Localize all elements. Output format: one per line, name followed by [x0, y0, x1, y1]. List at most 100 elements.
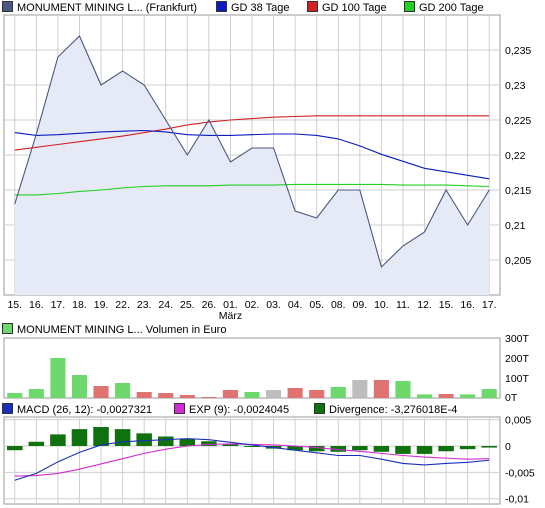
x-tick-label: 08.: [331, 299, 346, 311]
legend-swatch: [404, 1, 415, 12]
y-tick-label: 0,22: [505, 150, 526, 162]
x-tick-label: 02.: [245, 299, 260, 311]
x-tick-label: 23.: [137, 299, 152, 311]
legend-item: MONUMENT MINING L... Volumen in Euro: [2, 323, 226, 337]
x-tick-label: 26.: [202, 299, 217, 311]
volume-bar: [222, 390, 238, 398]
macd-line: [14, 438, 490, 481]
y-tick-label: 0,23: [505, 80, 526, 92]
price-legend: MONUMENT MINING L... (Frankfurt) GD 38 Ta…: [2, 1, 542, 15]
volume-bar: [460, 394, 476, 398]
y-tick-label: 0: [505, 441, 511, 453]
legend-label: MACD (26, 12): -0,0027321: [17, 404, 153, 416]
y-tick-label: 100T: [505, 373, 530, 385]
legend-swatch: [307, 1, 318, 12]
macd-legend: MACD (26, 12): -0,0027321 EXP (9): -0,002…: [2, 403, 542, 417]
x-tick-label: 25.: [180, 299, 195, 311]
volume-bar: [395, 381, 411, 398]
gd200-line: [14, 183, 490, 196]
y-tick-label: 0,235: [505, 45, 531, 57]
x-tick-label: 05.: [309, 299, 324, 311]
y-tick-label: 0,005: [505, 415, 531, 427]
legend-item: Divergence: -3,276018E-4: [314, 403, 457, 417]
y-tick-label: -0,005: [505, 467, 535, 479]
x-tick-label: 10.: [374, 299, 389, 311]
x-tick-label: 15.: [7, 299, 22, 311]
macd-chart: -0,01 -0,005 0 0,005: [3, 415, 535, 506]
divergence-bar: [308, 446, 325, 452]
x-tick-label: 17.: [482, 299, 497, 311]
divergence-bar: [459, 446, 476, 450]
volume-bar: [309, 390, 325, 398]
volume-bar: [7, 393, 23, 398]
volume-bar: [28, 389, 44, 398]
x-tick-label: 09.: [353, 299, 368, 311]
y-tick-label: 200T: [505, 353, 530, 365]
legend-label: MONUMENT MINING L... Volumen in Euro: [17, 324, 227, 336]
x-tick-label: 16.: [29, 299, 44, 311]
legend-swatch: [2, 1, 13, 12]
x-tick-label: 18.: [72, 299, 87, 311]
x-tick-label: 11.: [396, 299, 410, 311]
divergence-bar: [179, 438, 196, 446]
volume-bar: [287, 388, 303, 398]
divergence-bar: [395, 446, 411, 454]
divergence-bar: [352, 446, 368, 451]
legend-swatch: [174, 403, 185, 414]
divergence-bar: [50, 434, 66, 446]
volume-bar: [416, 394, 433, 398]
divergence-bar: [157, 436, 174, 446]
divergence-bar: [222, 444, 239, 446]
divergence-bar: [7, 446, 23, 451]
volume-bar: [266, 390, 282, 398]
x-tick-label: 17.: [51, 299, 66, 311]
divergence-bar: [114, 429, 131, 446]
volume-bar: [179, 395, 195, 398]
y-tick-label: -0,01: [505, 494, 529, 506]
legend-label: GD 100 Tage: [322, 2, 387, 14]
volume-bar: [136, 392, 152, 398]
volume-bar: [481, 389, 497, 398]
y-tick-label: 0,215: [505, 185, 531, 197]
divergence-bar: [373, 446, 390, 452]
y-tick-label: 0,225: [505, 115, 531, 127]
x-tick-label: 03.: [266, 299, 281, 311]
volume-bar: [93, 386, 109, 398]
gd38-line: [14, 129, 490, 180]
volume-bar: [50, 358, 66, 398]
x-tick-label: 01.: [223, 299, 238, 311]
legend-swatch: [2, 403, 13, 414]
legend-label: Divergence: -3,276018E-4: [329, 404, 458, 416]
price-line: [14, 35, 490, 269]
x-sublabel: März: [219, 310, 242, 322]
divergence-bar: [244, 446, 260, 447]
volume-bar: [201, 397, 217, 398]
volume-chart: 0T 100T 200T 300T: [3, 333, 530, 404]
legend-item: GD 200 Tage: [404, 1, 484, 15]
divergence-bar: [438, 446, 454, 452]
x-tick-label: 12.: [417, 299, 432, 311]
legend-item: MACD (26, 12): -0,0027321: [2, 403, 152, 417]
volume-bar: [71, 375, 88, 398]
volume-bar: [330, 387, 346, 398]
x-tick-label: 24.: [158, 299, 173, 311]
legend-label: GD 38 Tage: [231, 2, 290, 14]
x-tick-label: 04.: [288, 299, 303, 311]
volume-bar: [438, 394, 454, 398]
x-tick-label: 19.: [94, 299, 109, 311]
legend-swatch: [2, 323, 13, 334]
x-tick-label: 22.: [115, 299, 130, 311]
divergence-bar: [330, 446, 347, 452]
legend-swatch: [314, 403, 325, 414]
x-tick-label: 15.: [439, 299, 454, 311]
gd100-line: [14, 115, 490, 151]
y-tick-label: 0T: [505, 392, 518, 404]
legend-label: MONUMENT MINING L... (Frankfurt): [17, 2, 198, 14]
price-chart: 0,205 0,21 0,215 0,22 0,225 0,23 0,235 15. 16. 17…: [3, 14, 531, 322]
y-tick-label: 300T: [505, 333, 530, 345]
x-tick-label: 16.: [460, 299, 475, 311]
divergence-bar: [481, 446, 497, 448]
divergence-bar: [28, 441, 45, 446]
volume-bar: [158, 393, 174, 398]
legend-item: EXP (9): -0,0024045: [174, 403, 289, 417]
